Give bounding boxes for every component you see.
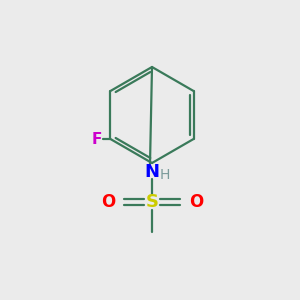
Text: O: O <box>101 193 115 211</box>
Text: N: N <box>145 163 160 181</box>
Text: H: H <box>160 168 170 182</box>
Text: S: S <box>146 193 158 211</box>
Text: F: F <box>91 131 102 146</box>
Text: O: O <box>189 193 203 211</box>
